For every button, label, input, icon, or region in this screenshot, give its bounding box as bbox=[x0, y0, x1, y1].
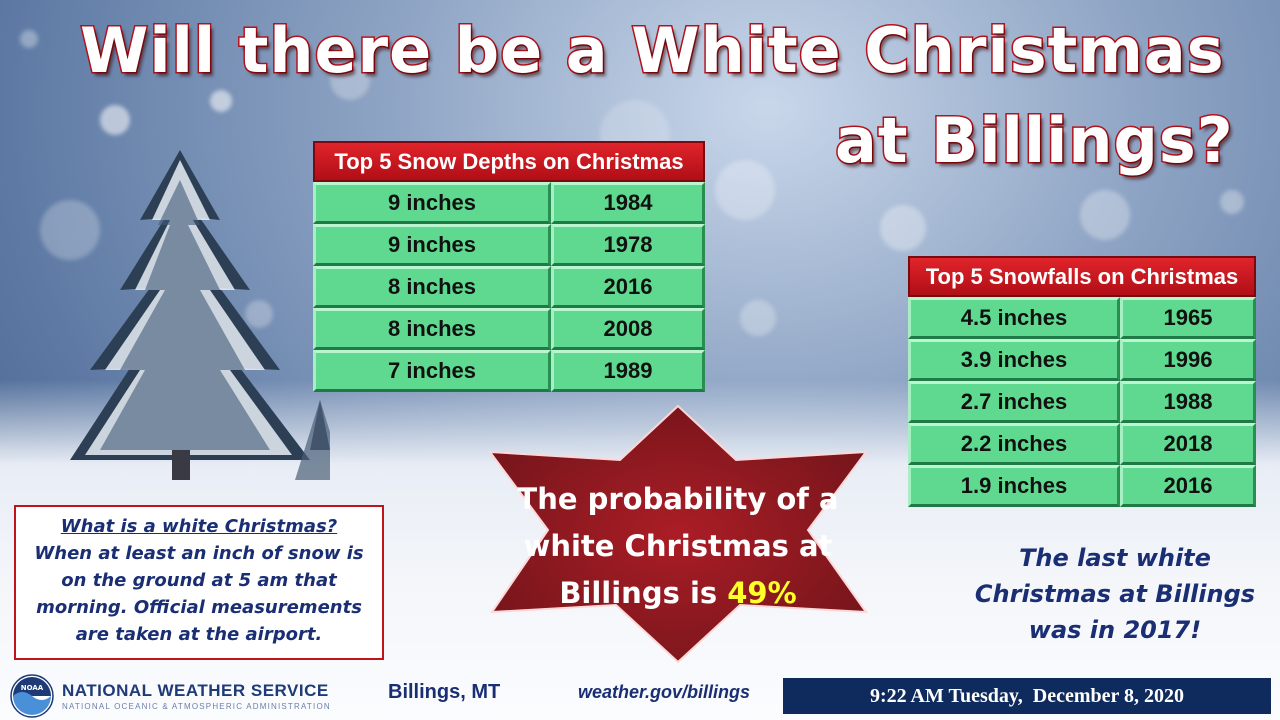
probability-line: Billings is 49% bbox=[508, 570, 848, 617]
bokeh-light bbox=[100, 105, 130, 135]
snowfall-amount-cell: 3.9 inches bbox=[908, 339, 1120, 381]
year-cell: 2016 bbox=[1120, 465, 1256, 507]
office-location: Billings, MT bbox=[388, 681, 501, 703]
snow-depth-table-header: Top 5 Snow Depths on Christmas bbox=[313, 141, 705, 182]
table-row: 9 inches 1984 bbox=[313, 182, 705, 224]
year-cell: 1984 bbox=[551, 182, 705, 224]
bokeh-light bbox=[40, 200, 100, 260]
snowfall-table: Top 5 Snowfalls on Christmas 4.5 inches … bbox=[908, 256, 1256, 507]
table-row: 8 inches 2016 bbox=[313, 266, 705, 308]
timestamp-bar: 9:22 AM Tuesday, December 8, 2020 bbox=[783, 678, 1271, 714]
snowfall-amount-cell: 1.9 inches bbox=[908, 465, 1120, 507]
table-row: 2.2 inches 2018 bbox=[908, 423, 1256, 465]
bokeh-light bbox=[715, 160, 775, 220]
snowfall-amount-cell: 2.2 inches bbox=[908, 423, 1120, 465]
year-cell: 2008 bbox=[551, 308, 705, 350]
year-cell: 2016 bbox=[551, 266, 705, 308]
bokeh-light bbox=[20, 30, 38, 48]
probability-prefix: Billings is bbox=[559, 576, 728, 610]
noaa-logo: NOAA bbox=[10, 674, 54, 718]
table-row: 4.5 inches 1965 bbox=[908, 297, 1256, 339]
last-white-line: was in 2017! bbox=[1028, 616, 1202, 644]
definition-line: are taken at the airport. bbox=[75, 624, 323, 645]
table-row: 7 inches 1989 bbox=[313, 350, 705, 392]
website-link[interactable]: weather.gov/billings bbox=[578, 682, 751, 702]
depth-cell: 9 inches bbox=[313, 182, 551, 224]
year-cell: 2018 bbox=[1120, 423, 1256, 465]
table-row: 8 inches 2008 bbox=[313, 308, 705, 350]
bokeh-light bbox=[880, 205, 926, 251]
bokeh-light bbox=[740, 300, 776, 336]
agency-name: NATIONAL WEATHER SERVICE bbox=[62, 681, 329, 700]
last-white-christmas-text: The last white Christmas at Billings was… bbox=[960, 540, 1270, 648]
table-row: 2.7 inches 1988 bbox=[908, 381, 1256, 423]
definition-line: on the ground at 5 am that bbox=[61, 570, 337, 591]
bokeh-light bbox=[330, 60, 370, 100]
snow-depth-table: Top 5 Snow Depths on Christmas 9 inches … bbox=[313, 141, 705, 392]
year-cell: 1988 bbox=[1120, 381, 1256, 423]
snowfall-amount-cell: 2.7 inches bbox=[908, 381, 1120, 423]
bokeh-light bbox=[1080, 190, 1130, 240]
white-christmas-definition-box: What is a white Christmas? When at least… bbox=[14, 505, 384, 660]
snowfall-table-header: Top 5 Snowfalls on Christmas bbox=[908, 256, 1256, 297]
last-white-line: The last white bbox=[1019, 544, 1211, 572]
depth-cell: 8 inches bbox=[313, 266, 551, 308]
bokeh-light bbox=[1220, 190, 1244, 214]
year-cell: 1989 bbox=[551, 350, 705, 392]
table-row: 1.9 inches 2016 bbox=[908, 465, 1256, 507]
snowy-tree-illustration bbox=[70, 150, 330, 480]
table-row: 3.9 inches 1996 bbox=[908, 339, 1256, 381]
year-cell: 1996 bbox=[1120, 339, 1256, 381]
snowfall-amount-cell: 4.5 inches bbox=[908, 297, 1120, 339]
definition-line: morning. Official measurements bbox=[36, 597, 362, 618]
agency-subtitle: NATIONAL OCEANIC & ATMOSPHERIC ADMINISTR… bbox=[62, 702, 331, 711]
probability-text: The probability of a white Christmas at … bbox=[508, 476, 848, 617]
depth-cell: 9 inches bbox=[313, 224, 551, 266]
table-row: 9 inches 1978 bbox=[313, 224, 705, 266]
probability-line: The probability of a bbox=[517, 482, 839, 516]
depth-cell: 8 inches bbox=[313, 308, 551, 350]
definition-question: What is a white Christmas? bbox=[60, 516, 338, 537]
probability-line: white Christmas at bbox=[523, 529, 833, 563]
bokeh-light bbox=[245, 300, 273, 328]
year-cell: 1978 bbox=[551, 224, 705, 266]
depth-cell: 7 inches bbox=[313, 350, 551, 392]
last-white-line: Christmas at Billings bbox=[974, 580, 1256, 608]
definition-line: When at least an inch of snow is bbox=[34, 543, 364, 564]
bokeh-light bbox=[210, 90, 232, 112]
year-cell: 1965 bbox=[1120, 297, 1256, 339]
probability-percent: 49% bbox=[727, 576, 797, 610]
title-line-1: Will there be a White Christmas bbox=[79, 13, 1226, 89]
starburst-shape bbox=[487, 404, 869, 664]
noaa-logo-text: NOAA bbox=[21, 684, 44, 692]
title-line-2: at Billings? bbox=[834, 103, 1235, 179]
